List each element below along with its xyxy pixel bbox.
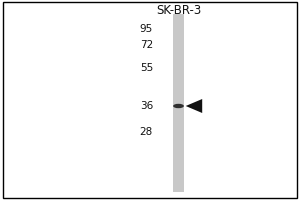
Text: 95: 95 bbox=[140, 24, 153, 34]
Text: 28: 28 bbox=[140, 127, 153, 137]
Ellipse shape bbox=[173, 104, 184, 108]
Text: 36: 36 bbox=[140, 101, 153, 111]
Text: 55: 55 bbox=[140, 63, 153, 73]
Text: SK-BR-3: SK-BR-3 bbox=[156, 4, 201, 18]
Text: 72: 72 bbox=[140, 40, 153, 50]
Polygon shape bbox=[186, 99, 202, 113]
Bar bbox=[173, 14, 184, 192]
